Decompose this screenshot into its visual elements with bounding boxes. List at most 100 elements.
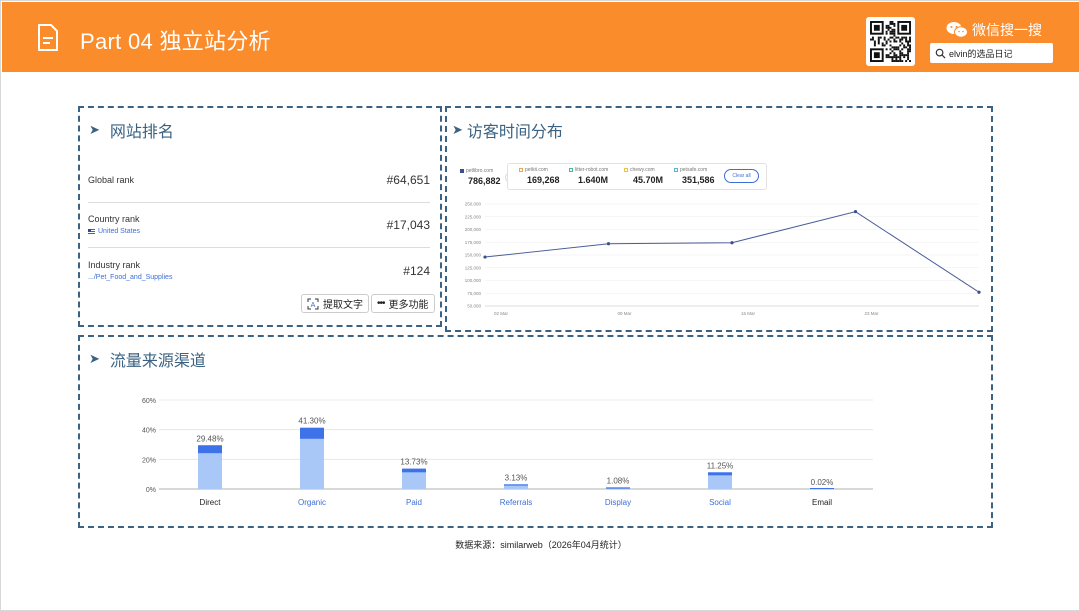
qr-module xyxy=(907,40,910,43)
bar-top-direct xyxy=(198,445,222,454)
qr-module xyxy=(887,38,890,41)
legend-swatch xyxy=(624,167,628,172)
qr-module xyxy=(905,46,908,49)
qr-module xyxy=(891,50,894,53)
qr-module xyxy=(897,46,900,49)
legend-swatch xyxy=(519,167,523,172)
qr-module xyxy=(897,60,900,62)
wechat-label-text: 微信搜一搜 xyxy=(972,22,1042,38)
qr-module xyxy=(873,42,876,45)
qr-module xyxy=(893,56,896,59)
qr-module xyxy=(899,52,902,55)
site-name: petkit.com xyxy=(525,167,548,173)
qr-module xyxy=(899,44,902,47)
rank-value: #124 xyxy=(403,264,430,278)
qr-module xyxy=(891,36,894,39)
rank-label: Global rank xyxy=(88,175,135,185)
qr-module xyxy=(909,44,911,47)
qr-module xyxy=(893,38,896,41)
visits-title: ➤ 访客时间分布 xyxy=(452,118,563,142)
qr-module xyxy=(891,56,894,59)
search-input[interactable]: elvin的选品日记 xyxy=(930,43,1053,63)
qr-module xyxy=(901,52,904,55)
qr-module xyxy=(893,48,896,51)
qr-module xyxy=(883,36,886,39)
site-legend-petlibro[interactable]: petlibro.com xyxy=(460,168,493,174)
rank-value: #64,651 xyxy=(386,173,430,187)
site-legend-chewy[interactable]: chewy.com xyxy=(624,167,655,173)
site-legend-litter-robot[interactable]: litter-robot.com xyxy=(569,167,608,173)
industry-link[interactable]: .../Pet_Food_and_Supplies xyxy=(88,274,430,281)
qr-module xyxy=(879,36,882,39)
qr-module xyxy=(885,54,888,57)
y-tick-label: 60% xyxy=(142,398,156,405)
legend-swatch xyxy=(569,167,573,172)
qr-module xyxy=(877,38,880,41)
rank-value: #17,043 xyxy=(386,218,430,232)
site-value: 169,268 xyxy=(527,175,560,185)
series-line-petlibro xyxy=(484,211,980,293)
qr-module xyxy=(899,50,902,53)
y-tick-label: 125,000 xyxy=(465,265,482,270)
source-note: 数据来源：similarweb（2026年04月统计） xyxy=(455,540,627,550)
qr-module xyxy=(905,54,908,57)
qr-module xyxy=(905,60,908,62)
ranking-title: ➤ 网站排名 xyxy=(89,118,174,142)
x-tick-label: 16 Mar xyxy=(741,311,756,316)
site-legend-petkit[interactable]: petkit.com xyxy=(519,167,548,173)
y-tick-label: 75,000 xyxy=(467,291,481,296)
qr-module xyxy=(899,40,902,43)
qr-module xyxy=(893,60,896,62)
qr-module xyxy=(887,56,890,59)
bar-top-social xyxy=(708,472,732,476)
bar-top-display xyxy=(606,487,630,489)
qr-module xyxy=(889,56,892,59)
data-point xyxy=(606,242,611,246)
qr-module xyxy=(903,44,906,47)
qr-module xyxy=(887,28,890,31)
extract-text-button[interactable]: A 提取文字 xyxy=(301,294,369,313)
text-scan-icon: A xyxy=(307,298,319,309)
country-name: United States xyxy=(98,228,141,235)
document-icon xyxy=(38,24,58,51)
qr-module xyxy=(895,36,898,39)
qr-module xyxy=(891,32,894,35)
qr-module xyxy=(891,21,894,23)
country-link[interactable]: United States xyxy=(88,228,430,235)
qr-module xyxy=(901,54,904,57)
data-point xyxy=(853,210,858,214)
y-tick-label: 100,000 xyxy=(465,278,482,283)
more-features-button[interactable]: ••• 更多功能 xyxy=(371,294,435,313)
qr-module xyxy=(893,46,896,49)
site-value: 786,882 xyxy=(468,176,501,186)
legend-swatch xyxy=(674,167,678,172)
rank-row-global: Global rank #64,651 xyxy=(88,173,430,187)
qr-module xyxy=(893,40,896,43)
data-label: 0.02% xyxy=(811,478,834,487)
qr-module xyxy=(891,22,894,25)
clear-all-button[interactable]: Clear all xyxy=(724,169,759,183)
qr-module xyxy=(909,60,911,62)
qr-module xyxy=(909,48,911,51)
qr-module xyxy=(907,42,910,45)
visits-title-text: 访客时间分布 xyxy=(466,124,563,141)
qr-module xyxy=(893,32,896,35)
qr-module xyxy=(905,40,908,43)
qr-code-icon[interactable] xyxy=(866,17,915,66)
site-legend-petsafe[interactable]: petsafe.com xyxy=(674,167,707,173)
arrow-icon: ➤ xyxy=(89,351,100,366)
qr-module xyxy=(877,42,880,45)
header-bar: Part 04 独立站分析 微信搜一搜 elvin的选品日记 xyxy=(2,2,1079,72)
data-label: 13.73% xyxy=(400,458,427,467)
qr-module xyxy=(881,44,884,47)
qr-module xyxy=(899,54,902,57)
qr-module xyxy=(889,32,892,35)
y-tick-label: 0% xyxy=(146,487,156,494)
bar-social xyxy=(708,472,732,489)
y-tick-label: 175,000 xyxy=(465,240,482,245)
qr-module xyxy=(897,36,900,39)
qr-finder-core xyxy=(901,24,908,31)
qr-module xyxy=(889,48,892,51)
traffic-bar-chart: 60% 40% 20% 0% 29.48% Direct 41.30% Organic 13.7… xyxy=(142,398,873,507)
qr-module xyxy=(901,48,904,51)
